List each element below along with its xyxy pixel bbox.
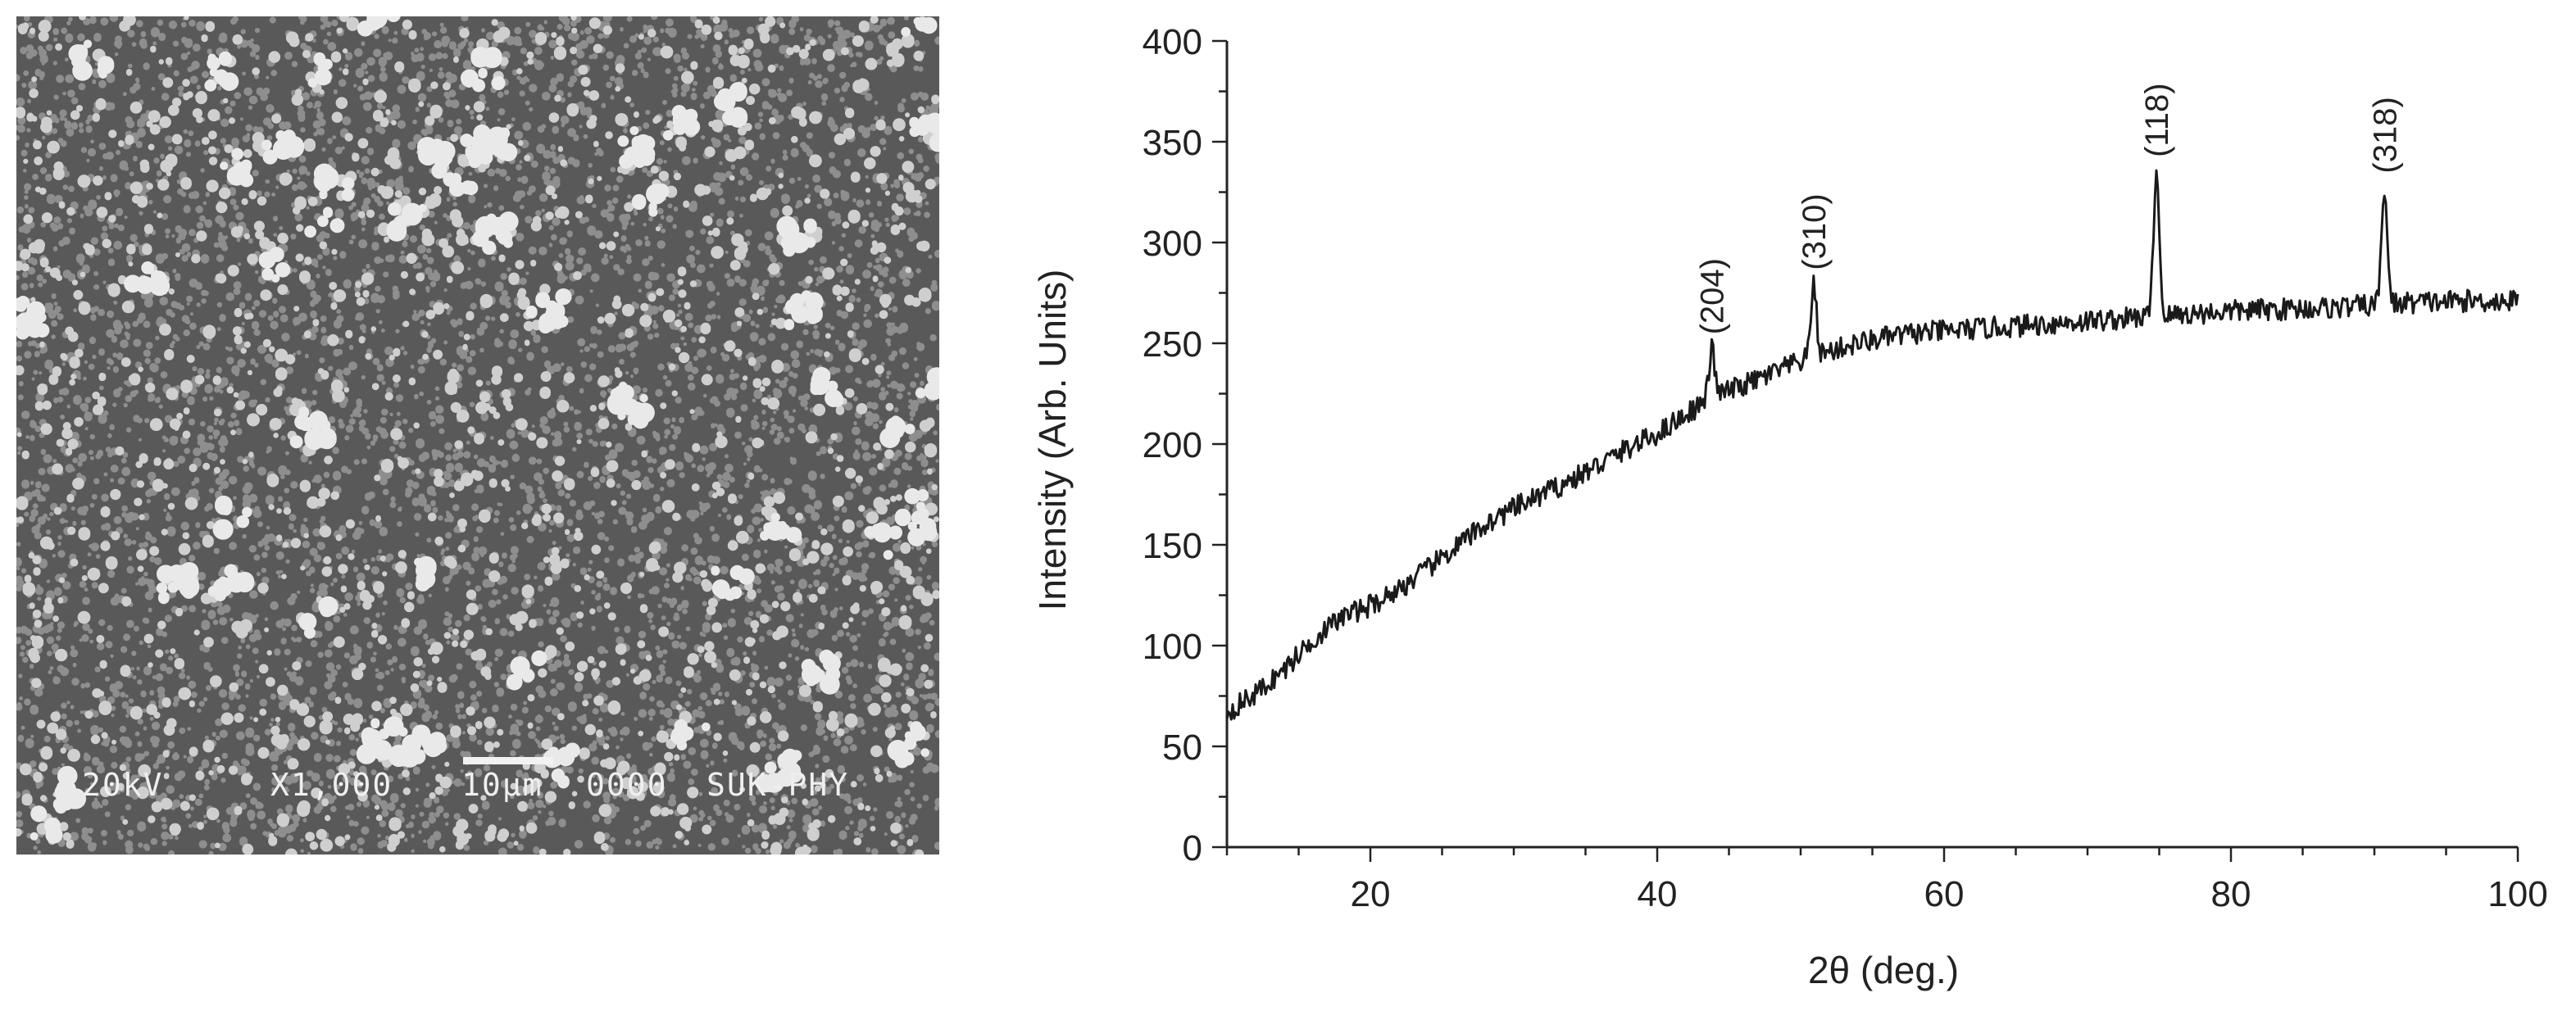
sem-scale-label: 10µm <box>461 767 543 803</box>
xrd-pattern-line <box>1225 169 2519 721</box>
y-tick-label: 200 <box>1143 425 1202 465</box>
sem-voltage: 20kV <box>82 767 164 803</box>
x-tick-label: 40 <box>1638 874 1678 914</box>
scale-bar <box>463 757 553 764</box>
sem-grains-bright <box>16 16 939 855</box>
peak-labels: (204) (310) (118) (318) <box>1695 83 2404 334</box>
y-tick-label: 0 <box>1183 828 1202 868</box>
sem-magnification: X1,000 <box>270 767 393 803</box>
y-axis-label: Intensity (Arb. Units) <box>1031 270 1074 611</box>
y-tick-label: 300 <box>1143 224 1202 264</box>
peak-label: (318) <box>2367 97 2403 173</box>
x-axis-label: 2θ (deg.) <box>1808 949 1959 991</box>
y-tick-label: 100 <box>1143 627 1202 667</box>
x-tick-label: 100 <box>2487 874 2547 914</box>
x-tick-label: 80 <box>2211 874 2251 914</box>
peak-label: (204) <box>1695 258 1731 334</box>
sem-caption: 20kV X1,000 10µm 0000 SUK-PHY <box>82 760 847 809</box>
sem-texture <box>16 16 939 855</box>
series <box>1225 169 2519 721</box>
x-tick-label: 20 <box>1351 874 1391 914</box>
y-tick-label: 50 <box>1162 728 1202 768</box>
peak-label: (310) <box>1797 193 1833 270</box>
y-tick-label: 250 <box>1143 324 1202 365</box>
y-tick-label: 350 <box>1143 123 1202 163</box>
sem-lab-tag: SUK-PHY <box>706 767 850 803</box>
sem-micrograph: 20kV X1,000 10µm 0000 SUK-PHY <box>16 16 939 855</box>
sem-frame-number: 0000 <box>586 767 668 803</box>
x-tick-label: 60 <box>1924 874 1965 914</box>
y-tick-label: 400 <box>1143 22 1202 62</box>
axes: 20 40 60 80 100 0 50 100 150 200 250 300 350 400 <box>1143 22 2548 914</box>
peak-label: (118) <box>2139 83 2175 156</box>
y-tick-label: 150 <box>1143 526 1202 566</box>
